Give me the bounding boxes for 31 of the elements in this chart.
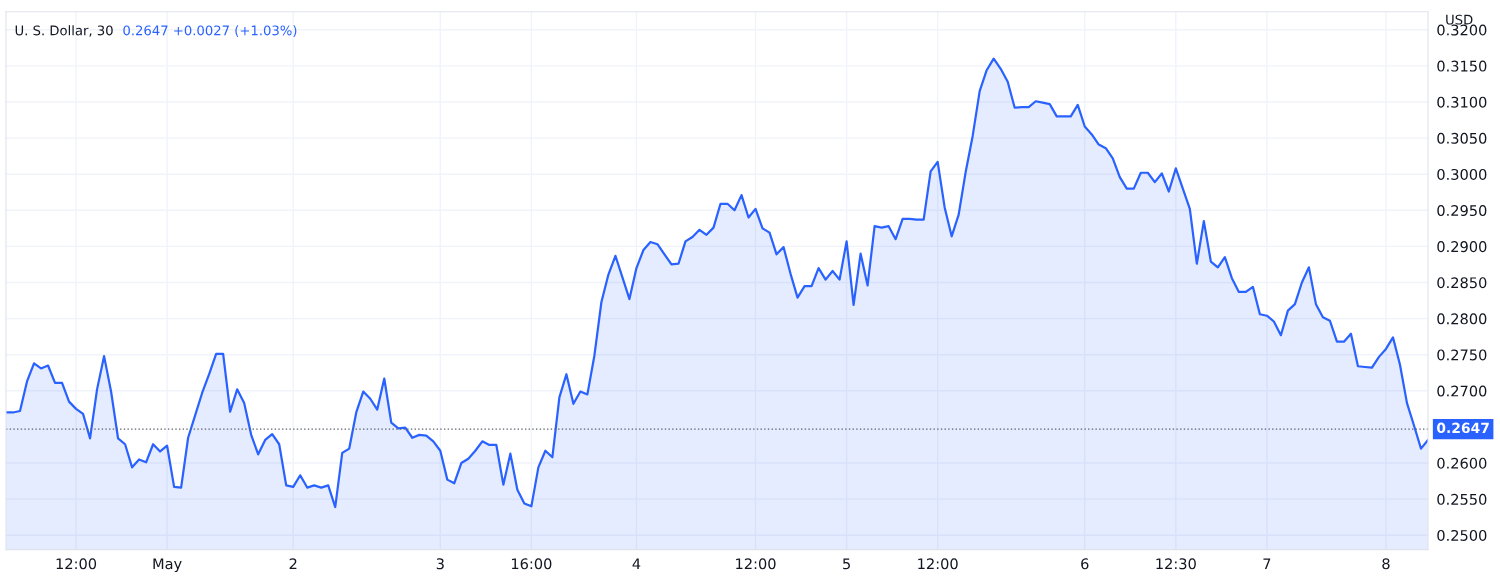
y-tick-label: 0.2950 bbox=[1437, 205, 1487, 217]
y-tick-label: 0.2700 bbox=[1437, 385, 1487, 397]
x-tick-label: 16:00 bbox=[511, 558, 552, 570]
y-tick-label: 0.2850 bbox=[1437, 277, 1487, 289]
x-tick-label: 5 bbox=[843, 558, 850, 570]
text: U. S. Dollar, 30 bbox=[15, 25, 113, 37]
x-tick-label: 6 bbox=[1081, 558, 1089, 570]
x-tick-label: 12:00 bbox=[56, 558, 97, 570]
y-tick-label: 0.2900 bbox=[1437, 241, 1487, 253]
y-tick-label: 0.3000 bbox=[1437, 168, 1487, 180]
ref-line-label: 0.2647 bbox=[1437, 422, 1489, 434]
x-tick-label: 8 bbox=[1382, 558, 1390, 570]
y-axis-title: USD bbox=[1446, 14, 1473, 25]
x-tick-label: 7 bbox=[1263, 558, 1271, 570]
y-tick-label: 0.3150 bbox=[1437, 60, 1487, 72]
y-tick-label: 0.3100 bbox=[1437, 96, 1487, 108]
y-tick-label: 0.2800 bbox=[1437, 313, 1487, 325]
text: 0.2647 +0.0027 (+1.03%) bbox=[123, 25, 297, 37]
x-tick-label: 12:00 bbox=[736, 558, 776, 570]
y-tick-label: 0.2550 bbox=[1437, 493, 1487, 505]
y-tick-label: 0.2600 bbox=[1437, 457, 1487, 469]
x-tick-label: 4 bbox=[632, 558, 641, 570]
y-tick-label: 0.2500 bbox=[1437, 529, 1487, 541]
x-tick-label: 12:00 bbox=[918, 558, 958, 570]
y-tick-label: 0.2750 bbox=[1437, 349, 1487, 361]
x-tick-label: 12:30 bbox=[1156, 558, 1196, 570]
x-tick-label: May bbox=[153, 558, 182, 573]
x-tick-label: 3 bbox=[436, 558, 444, 570]
y-tick-label: 0.3200 bbox=[1437, 24, 1487, 36]
y-tick-label: 0.3050 bbox=[1437, 132, 1487, 144]
x-tick-label: 2 bbox=[289, 558, 297, 570]
